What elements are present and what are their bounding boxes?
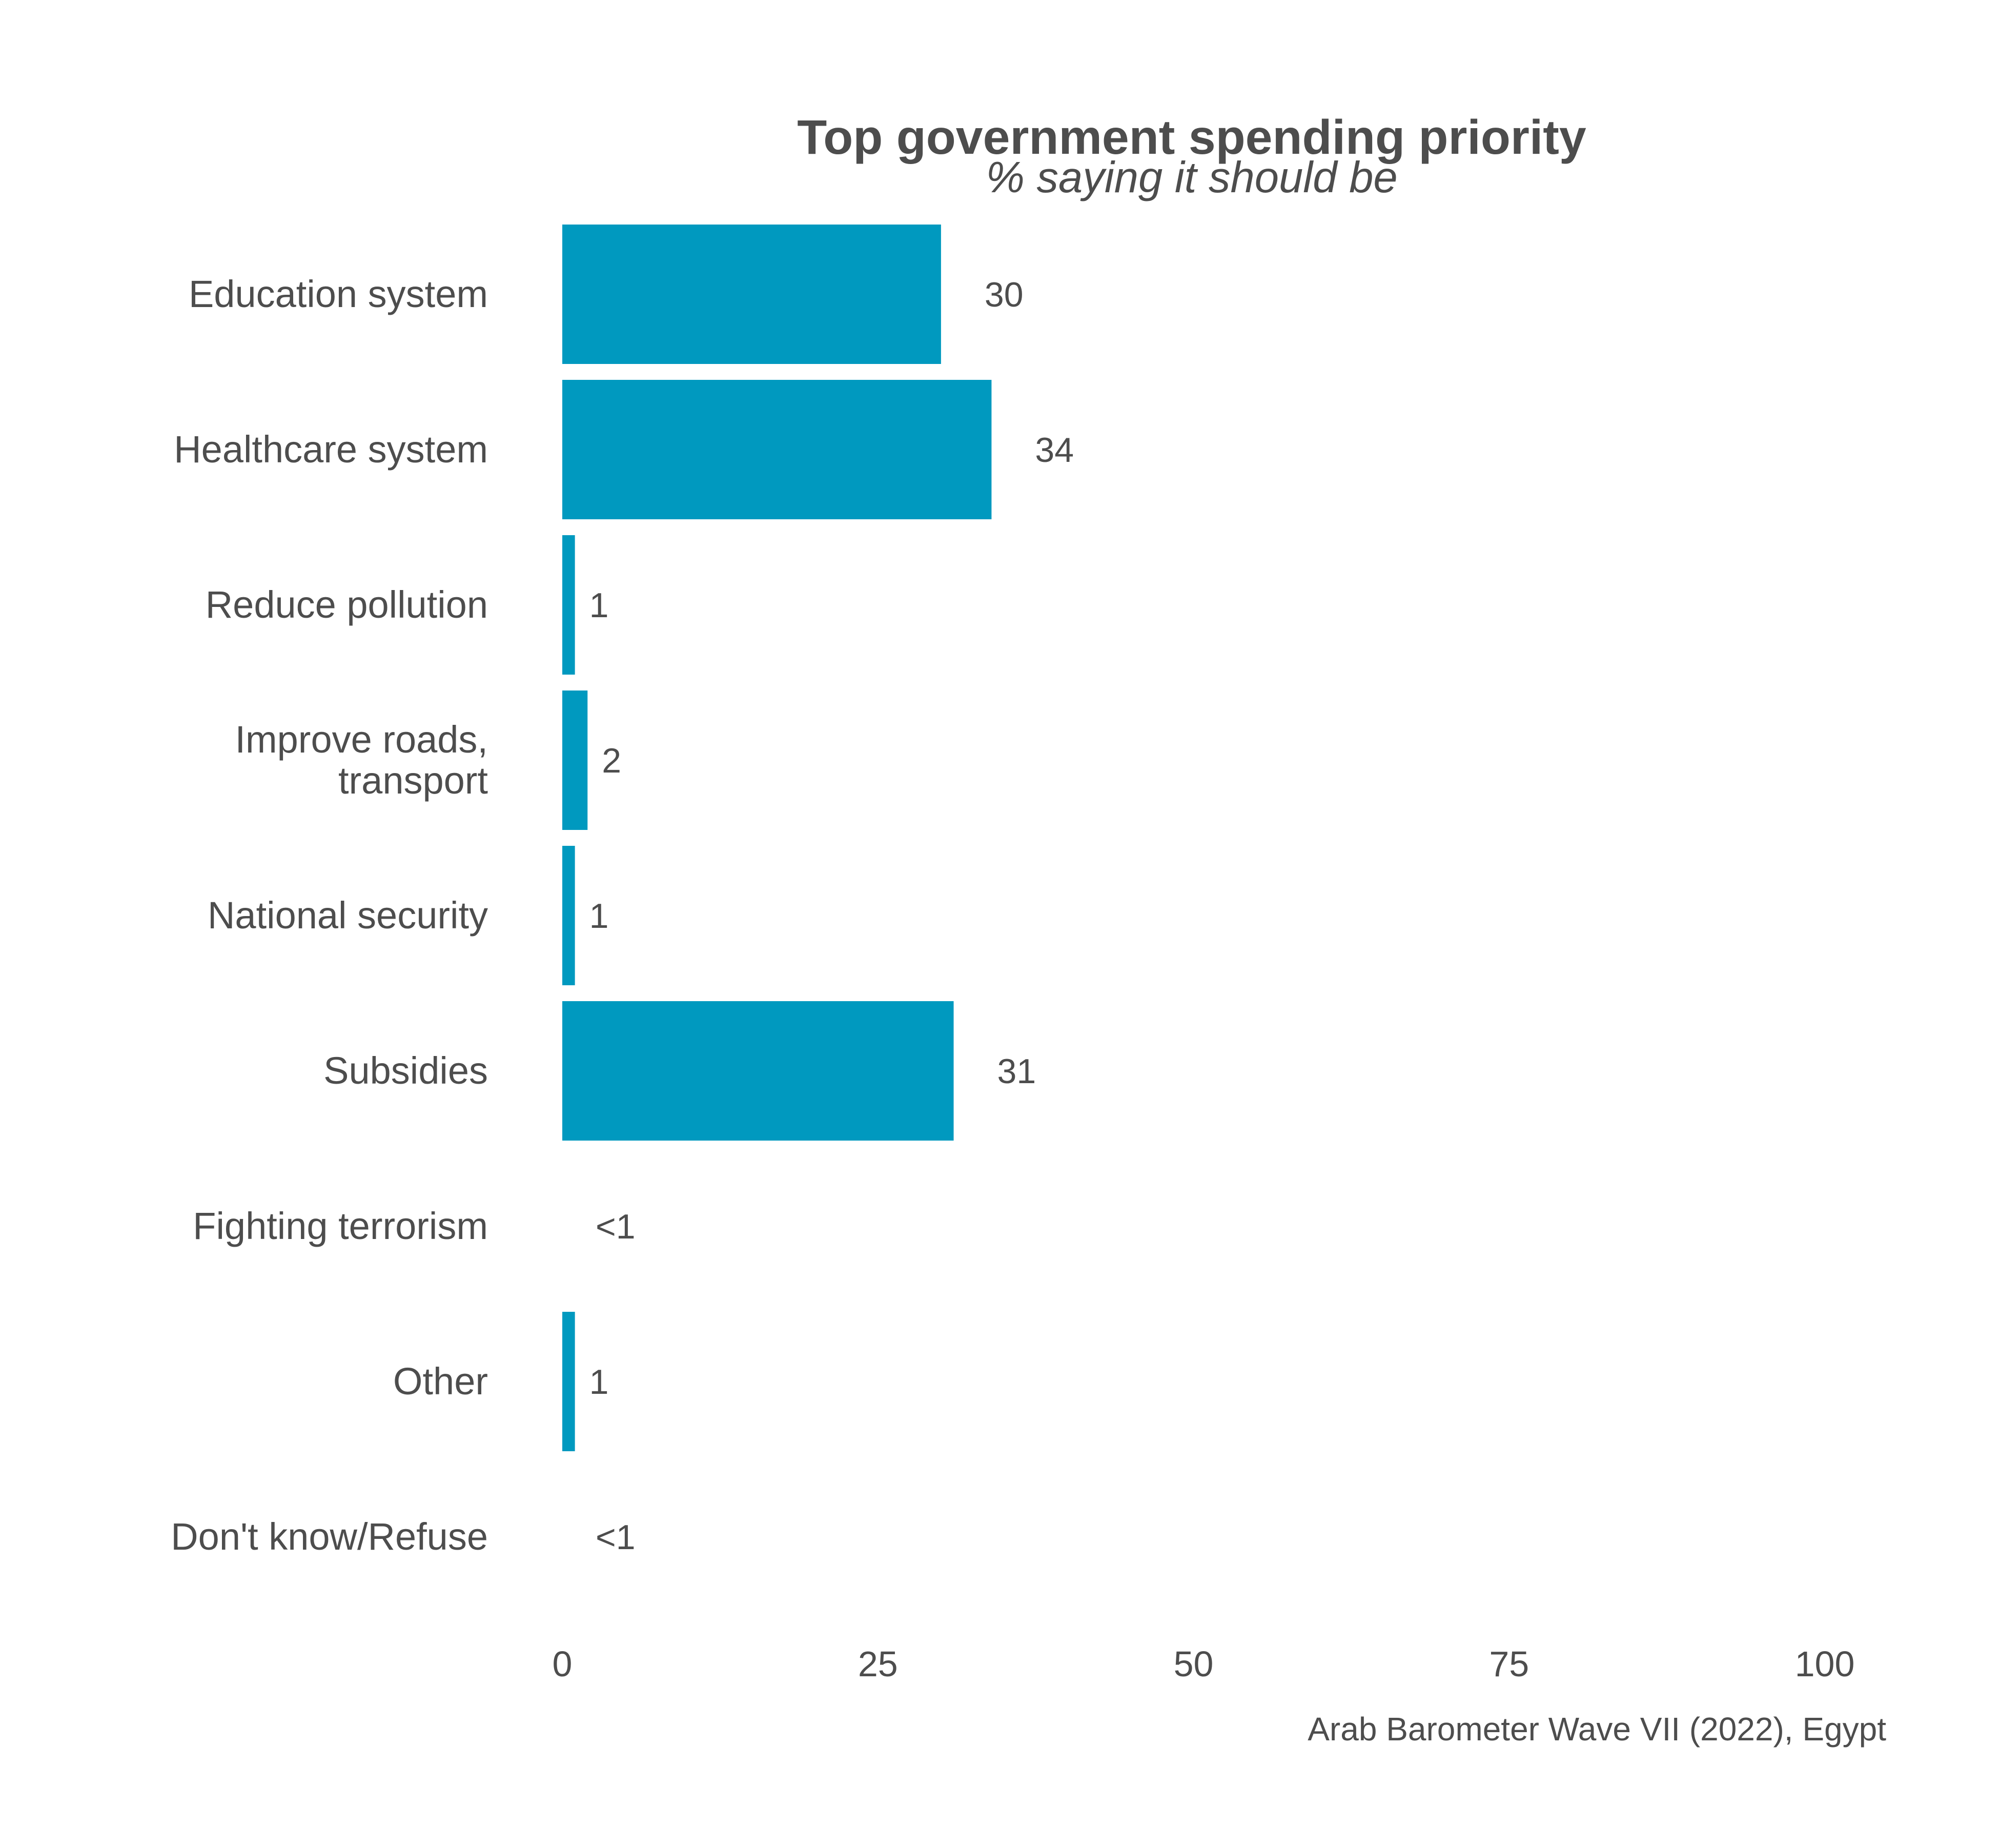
bar <box>562 1001 954 1141</box>
value-label: <1 <box>596 1207 636 1246</box>
category-label: Subsidies <box>323 1049 488 1092</box>
bar <box>562 380 992 519</box>
category-label: Reduce pollution <box>206 583 488 626</box>
category-label: Education system <box>189 273 488 315</box>
value-label: 1 <box>589 897 609 936</box>
x-axis-ticks: 0 25 50 75 100 <box>553 1644 1855 1684</box>
value-label: 2 <box>602 741 621 780</box>
category-labels: Education system Healthcare system Reduce … <box>171 273 488 1558</box>
bar <box>562 225 941 364</box>
category-label: Fighting terrorism <box>193 1205 488 1247</box>
chart-title: Top government spending priority <box>797 110 1586 165</box>
x-tick-label: 0 <box>553 1644 573 1684</box>
value-label: <1 <box>596 1518 636 1557</box>
category-label: National security <box>208 894 488 937</box>
category-label: transport <box>338 759 488 802</box>
chart-subtitle: % saying it should be <box>986 153 1397 202</box>
value-label: 31 <box>997 1052 1036 1091</box>
bar <box>562 846 575 985</box>
x-tick-label: 25 <box>858 1644 898 1684</box>
bar <box>562 1312 575 1451</box>
category-label: Improve roads, <box>235 718 488 761</box>
bars-group <box>562 225 992 1451</box>
x-tick-label: 75 <box>1489 1644 1529 1684</box>
value-labels: 30 34 1 2 1 31 <1 1 <1 <box>589 275 1074 1557</box>
value-label: 34 <box>1035 431 1074 470</box>
category-label: Other <box>393 1360 488 1403</box>
category-label: Healthcare system <box>174 428 488 471</box>
value-label: 1 <box>589 586 609 625</box>
chart-caption: Arab Barometer Wave VII (2022), Egypt <box>1308 1711 1886 1748</box>
x-tick-label: 50 <box>1174 1644 1214 1684</box>
category-label: Don't know/Refuse <box>171 1515 488 1558</box>
value-label: 1 <box>589 1363 609 1402</box>
bar <box>562 535 575 675</box>
value-label: 30 <box>985 275 1024 314</box>
bar <box>562 691 588 830</box>
x-tick-label: 100 <box>1795 1644 1855 1684</box>
